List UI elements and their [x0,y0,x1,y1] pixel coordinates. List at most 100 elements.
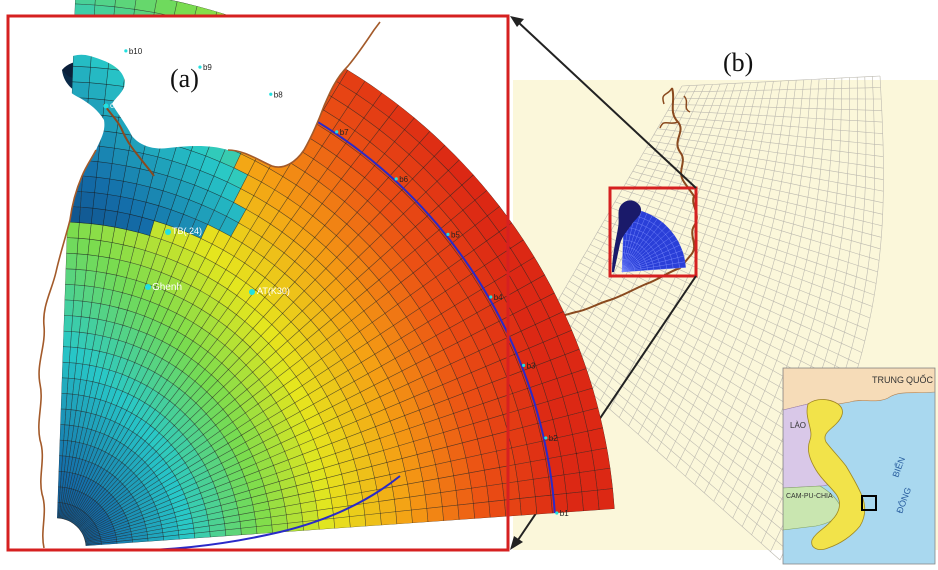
mesh-cell [75,513,87,526]
mesh-cell [257,343,276,362]
mesh-cell [85,536,101,542]
mesh-cell [412,167,437,193]
mesh-cell [242,229,262,250]
mesh-cell [89,223,104,241]
mesh-cell [211,363,229,381]
mesh-cell [512,388,533,411]
mesh-cell [125,509,142,519]
mini-model-fan [622,208,686,272]
mesh-cell [187,429,204,445]
mesh-cell [122,277,137,296]
mesh-cell [462,200,488,226]
mesh-cell [84,533,100,540]
mesh-cell [414,240,438,264]
mini-model-radial [621,244,681,273]
mesh-cell [122,473,137,487]
mesh-cell [127,515,144,524]
mesh-cell [100,225,115,243]
mesh-cell [82,527,98,536]
mesh-cell [423,156,449,182]
mesh-cell [265,265,285,286]
mesh-radial-line [80,222,513,531]
mesh-cell [119,244,135,263]
mesh-cell [409,494,427,510]
mesh-cell [319,319,340,340]
mesh-cell [404,117,430,143]
mesh-cell [435,461,454,479]
mesh-cell [141,447,157,463]
mesh-cell [79,427,88,444]
mesh-cell [169,313,186,332]
regional-grid-line [675,97,882,100]
mesh-cell [105,438,117,454]
mesh-cell [145,429,160,445]
mesh-cell [271,313,291,333]
mesh-cell [85,445,95,462]
mesh-cell [561,453,580,475]
mesh-cell [101,496,116,509]
mesh-cell [175,513,192,522]
mesh-cell [110,372,123,389]
mesh-cell [263,402,282,419]
mesh-cell [88,447,99,463]
boundary-point-marker [544,436,548,440]
inset-label-quoc: QUỐC [906,374,934,385]
mesh-radial-line [82,274,545,534]
mesh-cell [324,278,346,300]
mesh-cell [577,388,599,412]
panel-label-a: (a) [170,64,199,93]
mesh-cell [232,483,250,495]
mesh-cell [185,381,201,398]
mesh-cell [450,457,469,476]
mesh-cell [201,397,218,414]
mesh-cell [540,292,564,318]
mesh-cell [350,443,369,460]
mesh-cell [378,499,396,514]
mesh-cell [377,177,402,202]
mesh-radial-line [84,368,587,539]
mesh-cell [330,309,352,330]
mesh-cell [484,256,508,282]
mesh-cell [64,472,70,488]
mesh-cell [510,239,535,266]
mesh-cell [131,437,146,454]
mesh-cell [152,491,168,503]
mesh-cell [70,490,78,506]
mesh-cell [187,498,205,509]
mesh-cell [507,331,529,355]
mesh-cell [244,470,262,484]
mesh-cell [115,445,128,461]
mesh-cell [543,336,565,361]
mesh-cell [436,364,457,385]
mesh-cell [394,497,412,512]
mesh-cell [149,220,167,240]
mesh-cell [193,309,211,328]
mesh-cell [87,482,99,497]
mesh-cell [146,409,161,426]
mesh-cell [116,534,132,540]
mesh-cell [535,495,553,515]
mesh-cell [341,351,362,371]
mesh-cell [225,256,245,276]
mesh-cell [273,232,294,253]
mesh-cell [167,160,187,181]
mesh-cell [145,235,162,254]
mesh-cell [63,315,73,332]
boundary-point-marker [446,232,450,236]
connector-arrow-top [517,21,697,189]
mesh-cell [249,442,267,457]
mesh-cell [131,528,147,535]
mesh-cell [111,515,127,525]
mesh-cell [127,479,142,492]
mesh-cell [100,472,113,488]
mesh-cell [427,205,451,231]
river-point-marker [103,103,109,109]
mesh-cell [220,422,238,438]
mesh-radial-line [85,447,608,543]
mesh-cell [109,481,123,495]
mesh-cell [290,420,310,437]
mesh-cell [415,356,437,378]
mesh-cell [241,463,259,477]
mesh-cell [294,270,316,291]
station-at-label: AT(K30) [257,286,290,296]
